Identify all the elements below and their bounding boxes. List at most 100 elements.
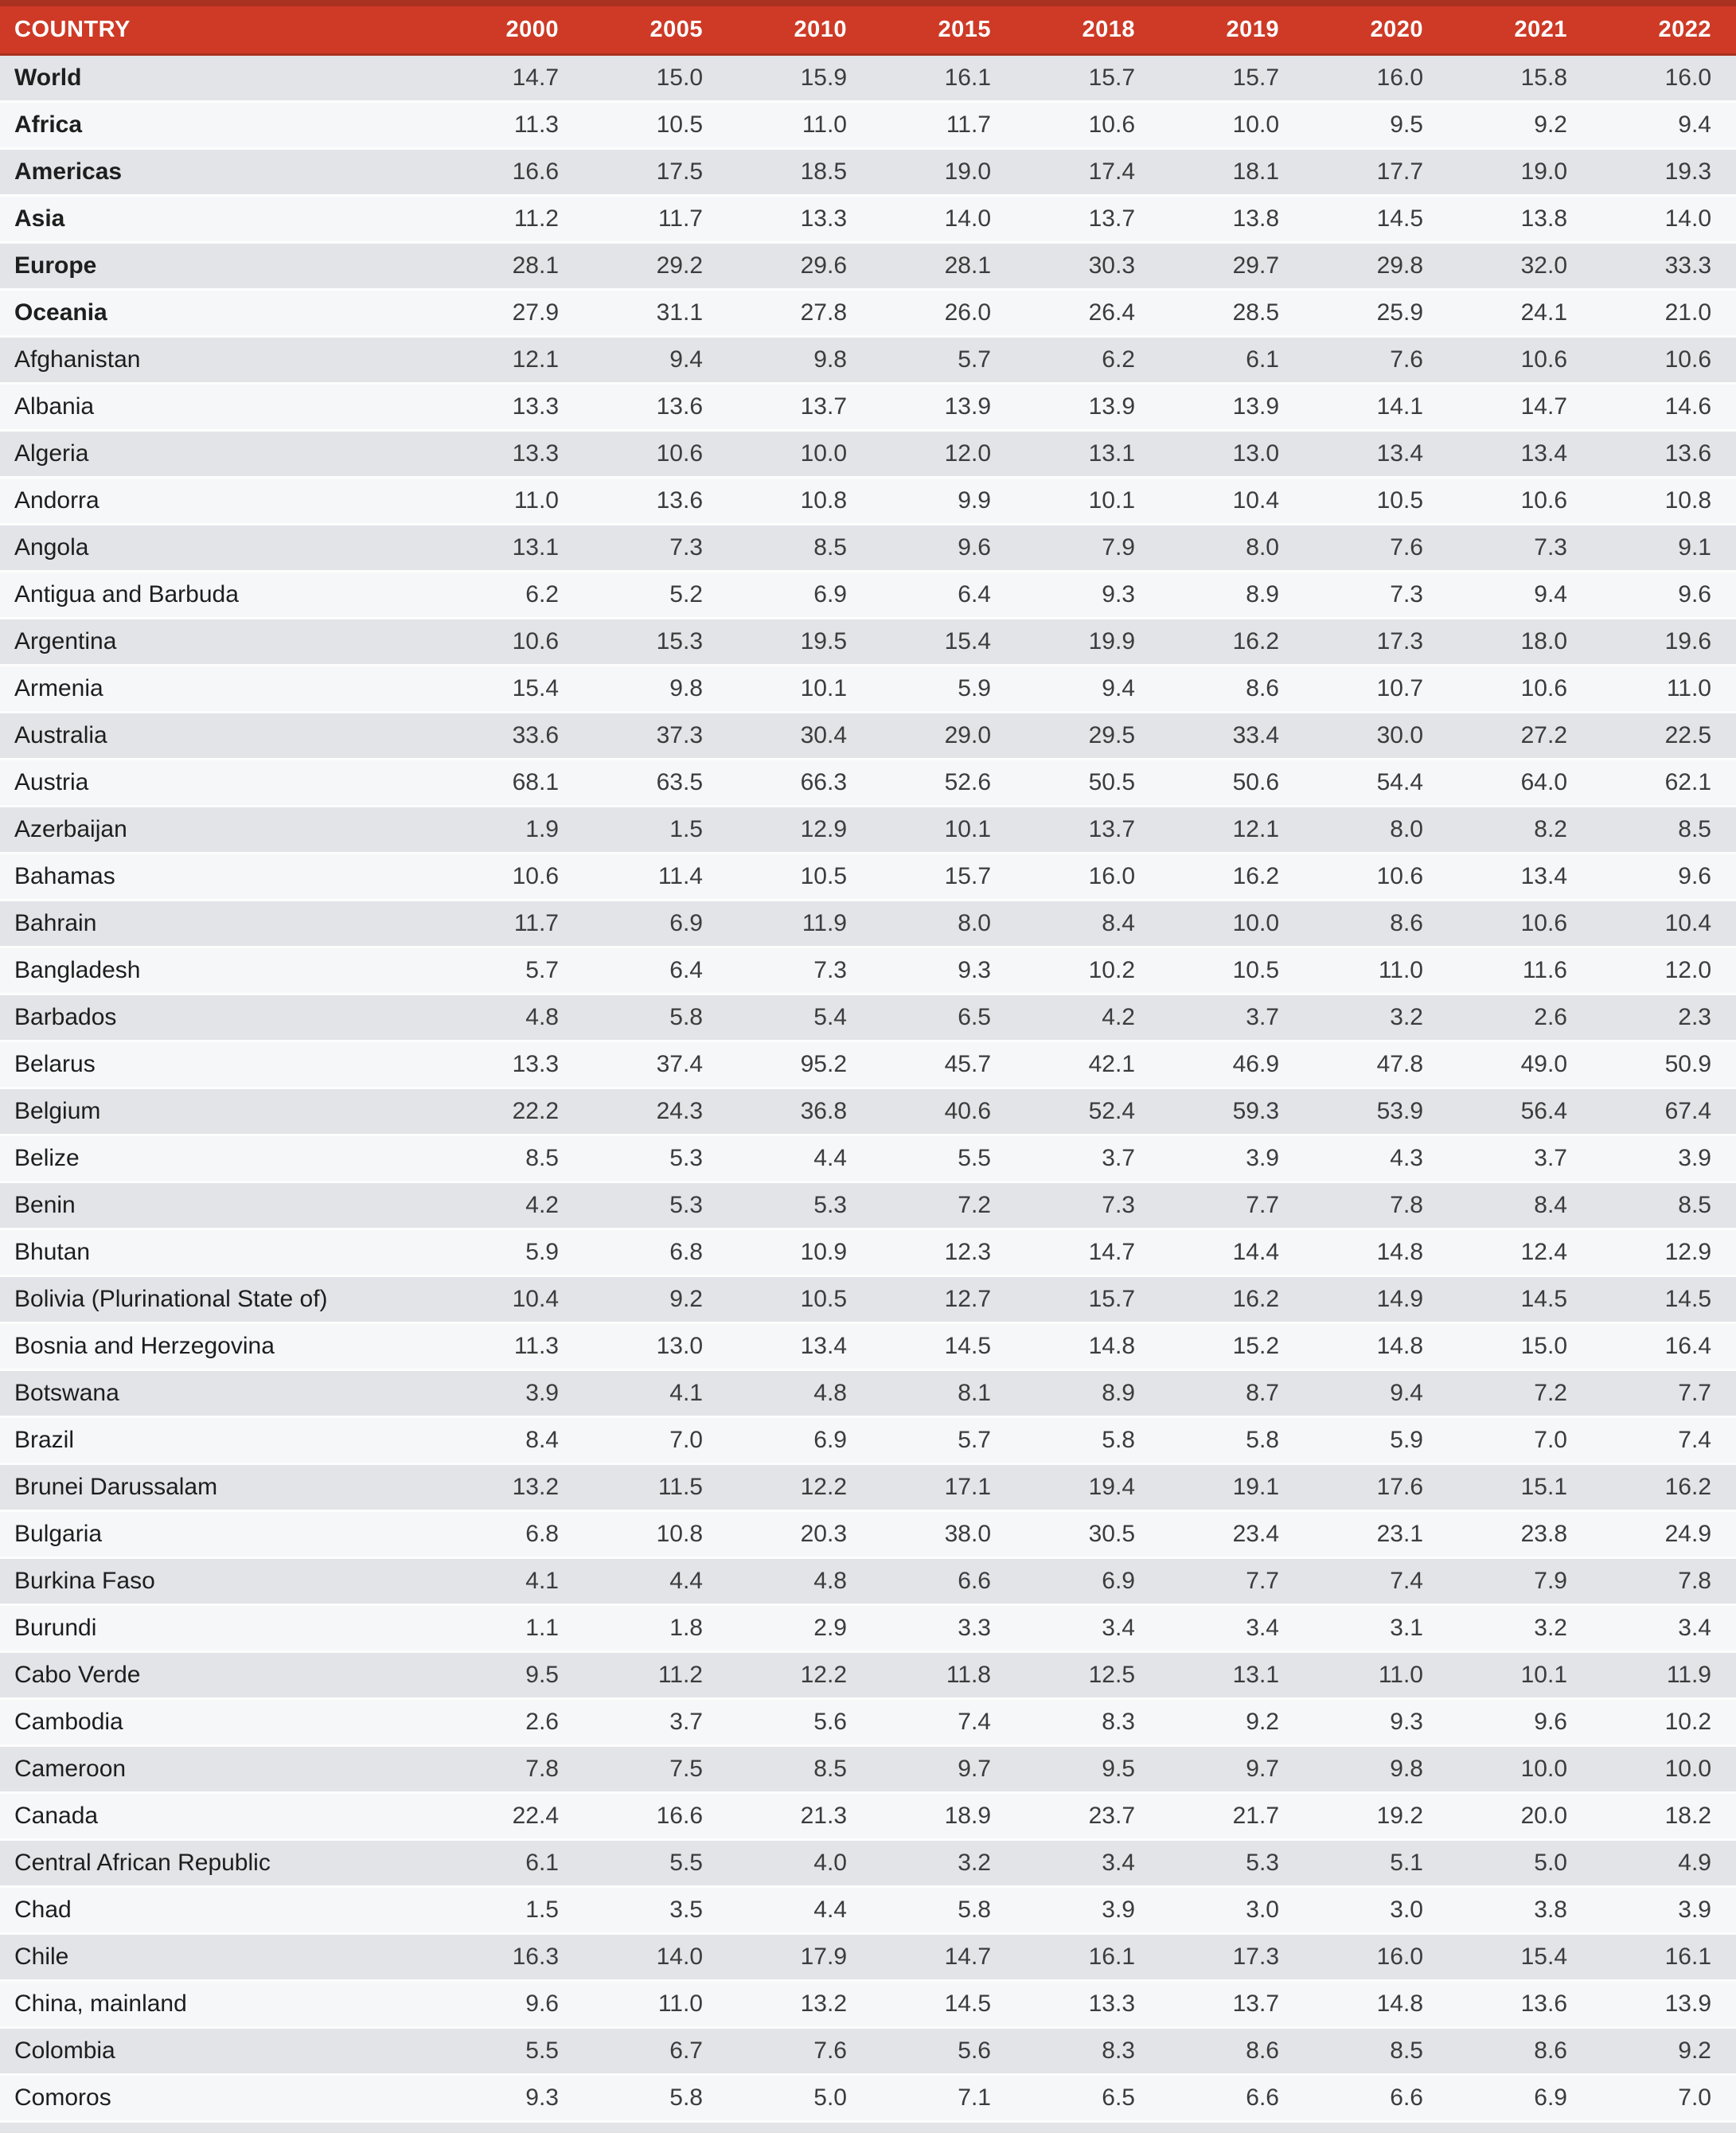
- table-row: Bangladesh 5.7 6.4 7.3 9.3 10.2 10.5 11.0 11.6 1…: [0, 948, 1736, 995]
- table-row: Angola 13.1 7.3 8.5 9.6 7.9 8.0 7.6 7.3 9.1: [0, 525, 1736, 572]
- value-cell: 24.9: [1664, 1521, 1711, 1547]
- country-name-cell: Belize: [14, 1145, 80, 1171]
- value-cell: 16.1: [944, 64, 991, 91]
- value-cell: 6.9: [1102, 1568, 1135, 1594]
- value-cell: 3.2: [1534, 1615, 1567, 1641]
- value-cell: 5.5: [669, 1850, 703, 1876]
- value-cell: 12.4: [1520, 1239, 1567, 1265]
- value-cell: 6.9: [813, 1427, 847, 1453]
- value-cell: 15.4: [512, 675, 559, 701]
- value-cell: 10.6: [656, 440, 703, 467]
- value-cell: 10.0: [1232, 910, 1279, 936]
- value-cell: 14.4: [1232, 1239, 1279, 1265]
- value-cell: 14.5: [1376, 205, 1423, 232]
- header-cell-country: COUNTRY: [14, 17, 131, 42]
- value-cell: 8.5: [1390, 2037, 1423, 2064]
- value-cell: 4.4: [669, 1568, 703, 1594]
- table-row: Andorra 11.0 13.6 10.8 9.9 10.1 10.4 10.5 10.6 1…: [0, 479, 1736, 525]
- value-cell: 10.0: [1520, 1756, 1567, 1782]
- table-row: Cameroon 7.8 7.5 8.5 9.7 9.5 9.7 9.8 10.0 10.0: [0, 1747, 1736, 1794]
- value-cell: 7.4: [1678, 1427, 1711, 1453]
- value-cell: 3.7: [1246, 1004, 1279, 1030]
- table-row: Brazil 8.4 7.0 6.9 5.7 5.8 5.8 5.9 7.0 7.4: [0, 1418, 1736, 1465]
- value-cell: 6.7: [669, 2037, 703, 2064]
- table-row: Chad 1.5 3.5 4.4 5.8 3.9 3.0 3.0 3.8 3.9: [0, 1888, 1736, 1935]
- value-cell: 8.6: [1390, 910, 1423, 936]
- header-cell-year-2018: 2018: [1082, 17, 1135, 42]
- value-cell: 30.5: [1088, 1521, 1135, 1547]
- value-cell: 5.3: [669, 1192, 703, 1218]
- value-cell: 13.4: [800, 1333, 847, 1359]
- value-cell: 53.9: [1376, 1098, 1423, 1124]
- value-cell: 3.7: [669, 1709, 703, 1735]
- value-cell: 5.8: [669, 1004, 703, 1030]
- table-row: Bahrain 11.7 6.9 11.9 8.0 8.4 10.0 8.6 10.6 10.4: [0, 901, 1736, 948]
- value-cell: 5.7: [525, 957, 559, 983]
- value-cell: 3.4: [1102, 1615, 1135, 1641]
- country-name-cell: Colombia: [14, 2037, 115, 2064]
- value-cell: 14.7: [1088, 1239, 1135, 1265]
- table-row: Oceania 27.9 31.1 27.8 26.0 26.4 28.5 25.9 24.1…: [0, 291, 1736, 338]
- value-cell: 13.4: [1520, 863, 1567, 889]
- header-cell-year-2010: 2010: [794, 17, 847, 42]
- value-cell: 10.8: [1664, 487, 1711, 514]
- value-cell: 15.2: [1232, 1333, 1279, 1359]
- value-cell: 10.6: [1520, 910, 1567, 936]
- value-cell: 13.3: [800, 205, 847, 232]
- value-cell: 12.9: [1664, 1239, 1711, 1265]
- value-cell: 6.1: [1246, 346, 1279, 373]
- value-cell: 9.4: [1102, 675, 1135, 701]
- value-cell: 13.9: [1232, 393, 1279, 420]
- header-cell-year-2015: 2015: [938, 17, 991, 42]
- value-cell: 7.6: [1390, 346, 1423, 373]
- value-cell: 17.9: [800, 1944, 847, 1970]
- value-cell: 16.2: [1232, 628, 1279, 654]
- value-cell: 8.0: [958, 910, 991, 936]
- value-cell: 11.9: [1666, 1662, 1711, 1688]
- value-cell: 7.7: [1246, 1568, 1279, 1594]
- value-cell: 7.0: [1534, 1427, 1567, 1453]
- value-cell: 13.3: [1088, 1990, 1135, 2017]
- table-row: Comoros 9.3 5.8 5.0 7.1 6.5 6.6 6.6 6.9 7.0: [0, 2076, 1736, 2123]
- value-cell: 13.8: [1232, 205, 1279, 232]
- value-cell: 10.9: [800, 1239, 847, 1265]
- country-name-cell: Brunei Darussalam: [14, 1474, 218, 1500]
- value-cell: 4.2: [525, 1192, 559, 1218]
- country-name-cell: Central African Republic: [14, 1850, 271, 1876]
- value-cell: 14.1: [1376, 393, 1423, 420]
- country-name-cell: Asia: [14, 205, 65, 232]
- value-cell: 12.0: [944, 440, 991, 467]
- value-cell: 9.3: [958, 957, 991, 983]
- value-cell: 14.5: [1664, 1286, 1711, 1312]
- value-cell: 5.9: [525, 1239, 559, 1265]
- country-name-cell: Armenia: [14, 675, 103, 701]
- value-cell: 30.3: [1088, 252, 1135, 279]
- value-cell: 7.4: [1390, 1568, 1423, 1594]
- value-cell: 8.5: [1678, 1192, 1711, 1218]
- value-cell: 11.0: [1378, 957, 1423, 983]
- country-name-cell: Benin: [14, 1192, 76, 1218]
- value-cell: 30.0: [1376, 722, 1423, 748]
- value-cell: 2.6: [1534, 1004, 1567, 1030]
- value-cell: 13.2: [512, 1474, 559, 1500]
- table-row: China, mainland 9.6 11.0 13.2 14.5 13.3 13.7 1…: [0, 1982, 1736, 2029]
- value-cell: 7.8: [525, 1756, 559, 1782]
- value-cell: 9.8: [1390, 1756, 1423, 1782]
- value-cell: 6.5: [958, 1004, 991, 1030]
- value-cell: 14.6: [1664, 393, 1711, 420]
- value-cell: 4.3: [1390, 1145, 1423, 1171]
- value-cell: 6.6: [958, 1568, 991, 1594]
- value-cell: 29.2: [656, 252, 703, 279]
- table-row: Austria 68.1 63.5 66.3 52.6 50.5 50.6 54.4 64.0…: [0, 760, 1736, 807]
- value-cell: 9.4: [1534, 581, 1567, 607]
- value-cell: 14.0: [656, 1944, 703, 1970]
- value-cell: 8.9: [1102, 1380, 1135, 1406]
- table-row: Burundi 1.1 1.8 2.9 3.3 3.4 3.4 3.1 3.2 3.4: [0, 1606, 1736, 1653]
- value-cell: 14.7: [944, 1944, 991, 1970]
- value-cell: 10.6: [1520, 487, 1567, 514]
- value-cell: 11.8: [946, 1662, 991, 1688]
- value-cell: 13.1: [512, 534, 559, 561]
- value-cell: 18.5: [800, 158, 847, 185]
- value-cell: 68.1: [512, 769, 559, 795]
- value-cell: 24.3: [656, 1098, 703, 1124]
